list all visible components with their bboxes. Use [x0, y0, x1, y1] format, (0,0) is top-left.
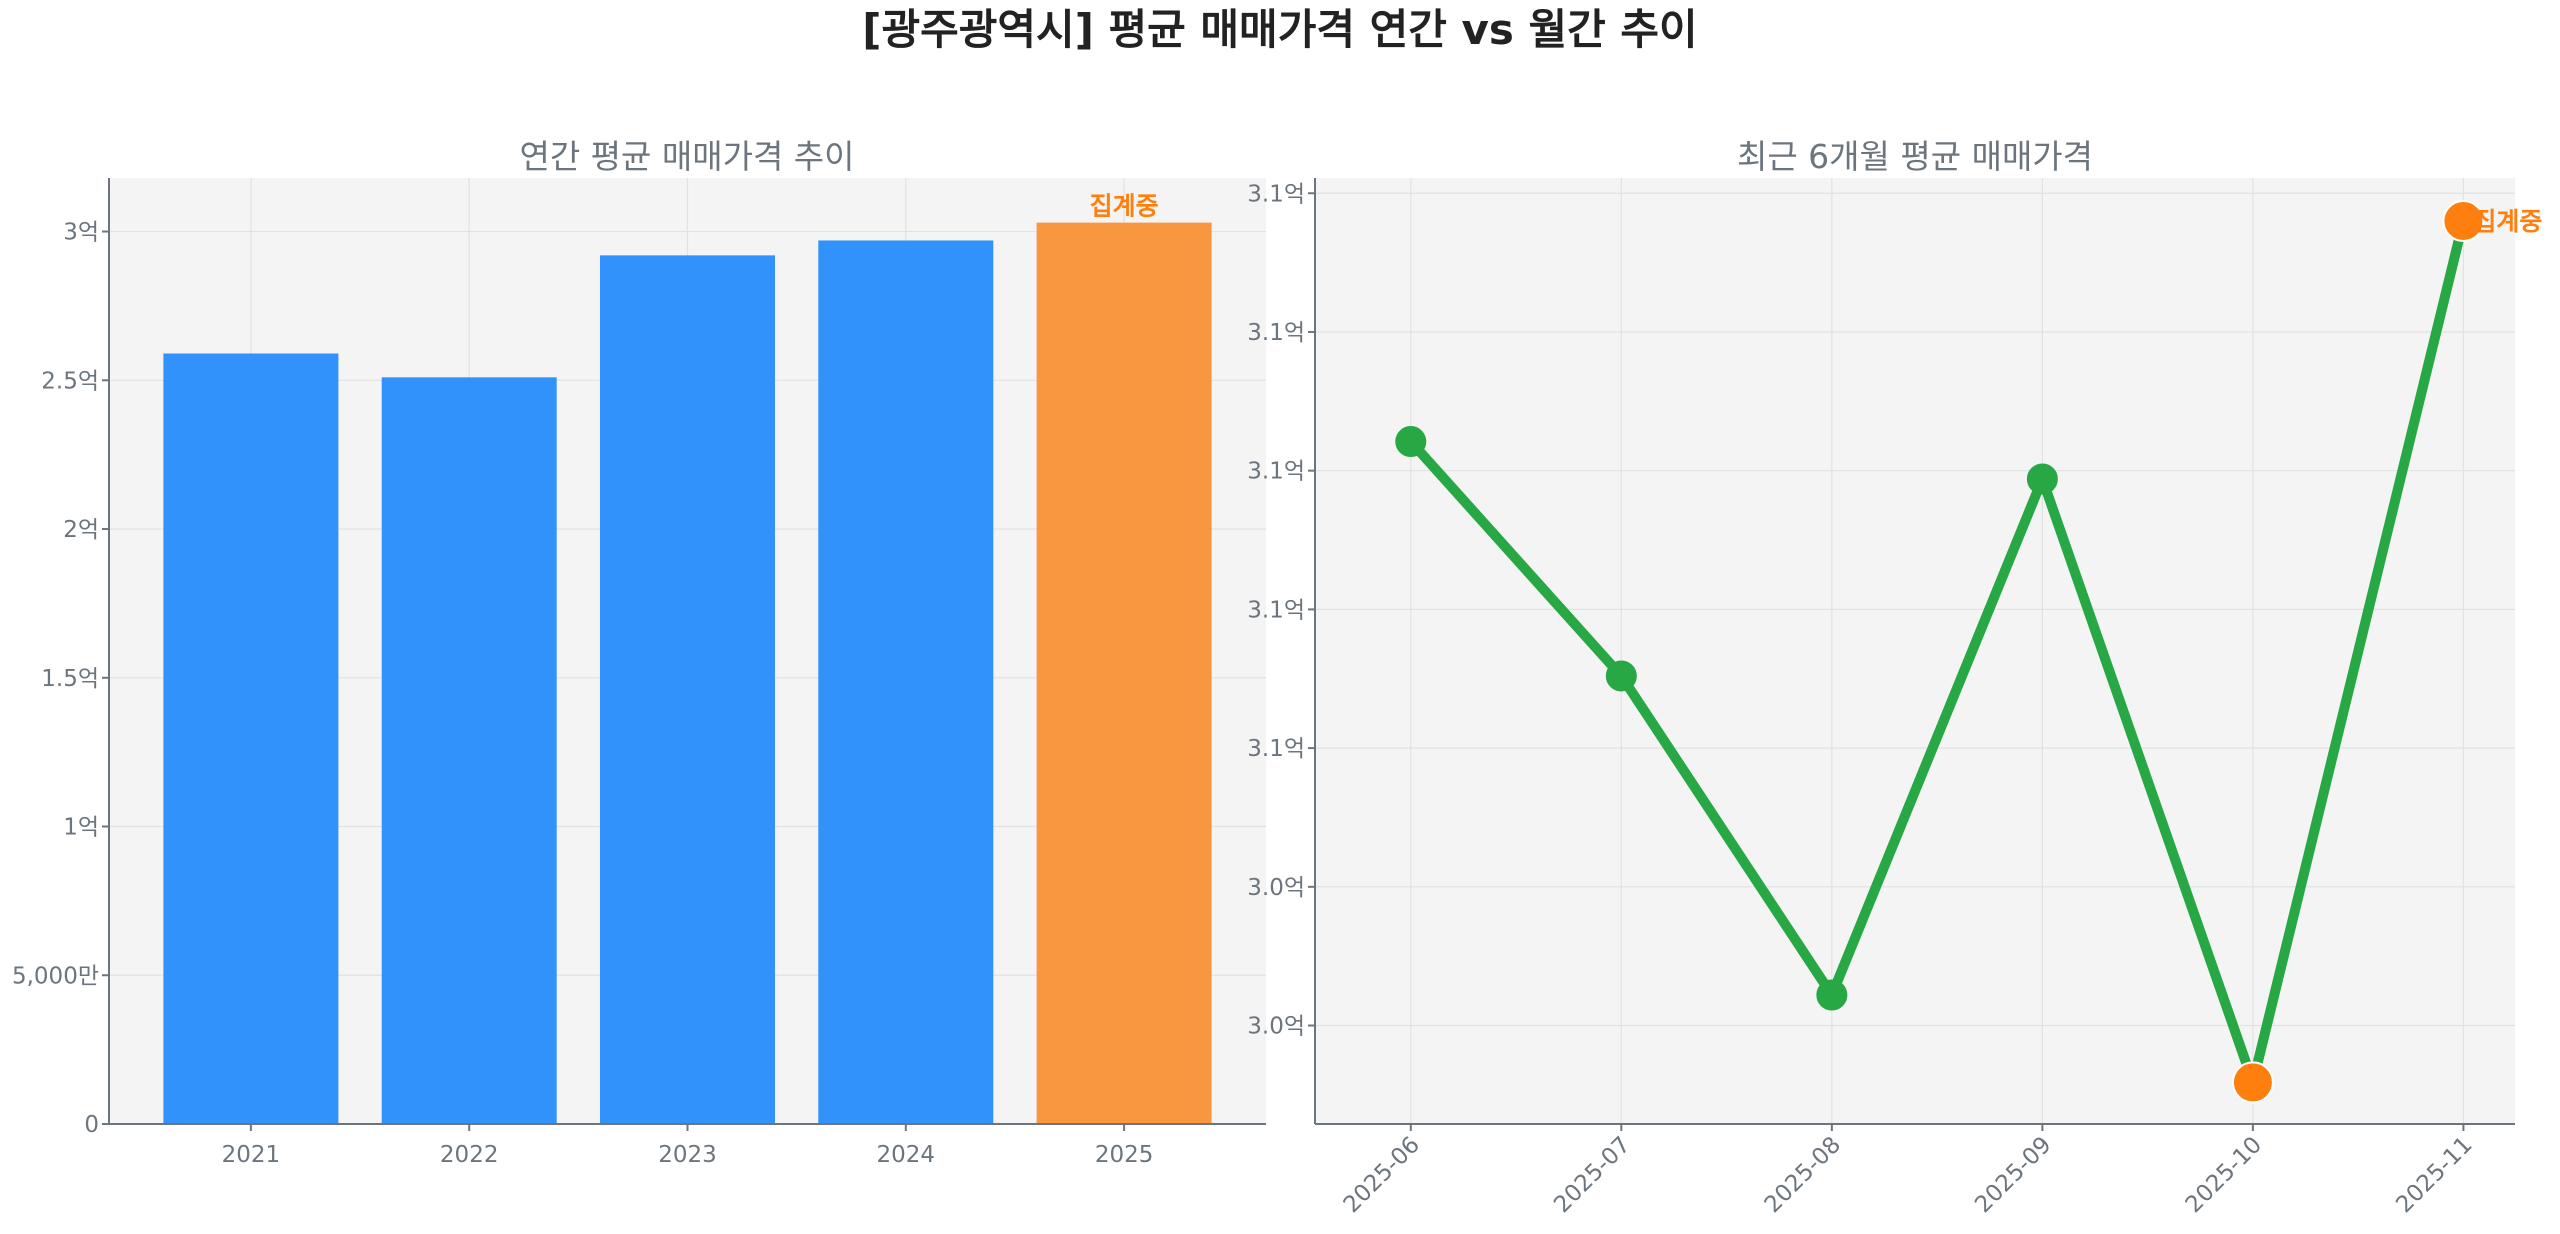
x-tick-label: 2025	[1095, 1142, 1154, 1168]
y-tick-label: 3.1억	[1247, 459, 1305, 485]
y-tick-label: 1억	[63, 815, 99, 841]
y-tick-label: 3.0억	[1247, 1014, 1305, 1040]
y-tick-label: 3.1억	[1247, 320, 1305, 346]
y-tick-label: 3.1억	[1247, 736, 1305, 762]
point-2025-10	[2231, 1061, 2274, 1104]
y-tick-label: 3.0억	[1247, 875, 1305, 901]
annual-bar-chart: 연간 평균 매매가격 추이 0 5,000만 1억 1.5억 2억 2.5억 3억 2021 2…	[12, 137, 1266, 1168]
y-tick-label: 1.5억	[41, 666, 99, 692]
y-tick-label: 0	[84, 1112, 99, 1138]
x-tick-label: 2025-10	[2181, 1132, 2267, 1218]
x-tick-label: 2025-09	[1970, 1132, 2056, 1218]
point-2025-07	[1605, 660, 1637, 692]
monthly-line-chart: 최근 6개월 평균 매매가격 3.0억 3.0억 3.1억 3.1억 3.1억 3.1억 3…	[1247, 137, 2542, 1218]
annual-chart-title: 연간 평균 매매가격 추이	[519, 137, 854, 176]
bar-2021	[163, 353, 339, 1124]
x-tick-label: 2021	[222, 1142, 281, 1168]
bar-2025	[1036, 222, 1212, 1125]
y-tick-label: 5,000만	[12, 963, 99, 989]
x-tick-label: 2023	[658, 1142, 717, 1168]
bar-annotation: 집계중	[1090, 192, 1159, 221]
bar-2022	[381, 377, 557, 1124]
y-tick-label: 3.1억	[1247, 181, 1305, 207]
point-2025-08	[1816, 979, 1848, 1011]
monthly-chart-title: 최근 6개월 평균 매매가격	[1737, 137, 2093, 176]
y-tick-label: 2억	[63, 517, 99, 543]
line-annotation: 집계중	[2473, 207, 2542, 236]
plot-area	[1315, 178, 2515, 1124]
bar-2023	[600, 255, 775, 1124]
x-tick-label: 2025-08	[1760, 1132, 1846, 1218]
y-tick-label: 3.1억	[1247, 597, 1305, 623]
point-2025-09	[2026, 463, 2058, 495]
y-tick-label: 2.5억	[41, 368, 99, 394]
x-tick-label: 2025-07	[1549, 1132, 1635, 1218]
figure-title: [광주광역시] 평균 매매가격 연간 vs 월간 추이	[862, 5, 1697, 54]
x-tick-label: 2024	[877, 1142, 936, 1168]
x-tick-label: 2025-11	[2391, 1132, 2477, 1218]
bar-2024	[818, 240, 994, 1125]
point-2025-11	[2442, 200, 2485, 242]
y-tick-label: 3억	[63, 220, 99, 246]
point-2025-06	[1395, 426, 1427, 458]
x-tick-label: 2025-06	[1339, 1132, 1425, 1218]
x-tick-label: 2022	[440, 1142, 499, 1168]
price-line	[1407, 219, 2469, 1088]
